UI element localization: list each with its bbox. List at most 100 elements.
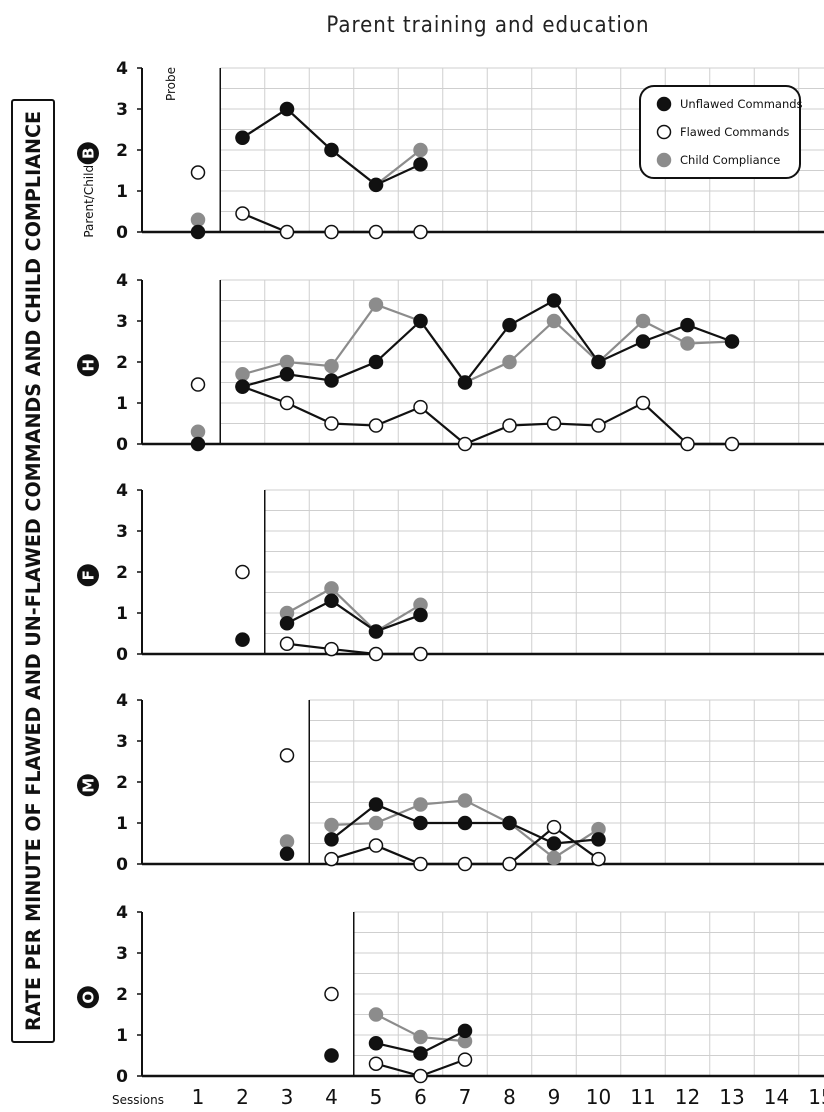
- data-point: [279, 748, 295, 763]
- data-point: [324, 1048, 339, 1063]
- data-point: [190, 224, 206, 240]
- x-tick-label: 14: [764, 1085, 789, 1109]
- legend: Unflawed Commands Flawed Commands Child Co…: [639, 85, 803, 179]
- y-tick-label: 0: [116, 223, 128, 243]
- data-point: [368, 354, 384, 370]
- x-tick-label: 11: [630, 1085, 655, 1109]
- data-point: [546, 313, 562, 329]
- data-point: [457, 856, 473, 872]
- data-point: [324, 224, 339, 240]
- panel-M: 0 1 2 3 4 M: [77, 691, 824, 875]
- series-line: [286, 587, 422, 633]
- legend-box: [639, 85, 801, 179]
- y-tick-label: 4: [116, 59, 128, 79]
- data-point: [324, 986, 339, 1002]
- x-tick-label: 4: [325, 1085, 338, 1109]
- data-point: [502, 418, 517, 433]
- data-point: [413, 815, 428, 831]
- data-point: [413, 157, 428, 172]
- data-point: [190, 377, 206, 392]
- data-point: [413, 1068, 428, 1084]
- data-point: [368, 624, 384, 639]
- data-point: [680, 436, 695, 452]
- data-point: [546, 293, 562, 308]
- y-tick-label: 0: [116, 855, 128, 875]
- data-point: [502, 317, 517, 333]
- participant-badge: [77, 354, 99, 377]
- data-point: [591, 851, 606, 867]
- x-tick-label: 8: [503, 1085, 516, 1109]
- data-point: [324, 142, 339, 158]
- data-point: [368, 1035, 384, 1051]
- x-tick-label: 7: [459, 1085, 472, 1109]
- data-point: [279, 101, 295, 117]
- y-tick-label: 0: [116, 645, 128, 665]
- ylabel-box: [11, 99, 55, 1043]
- legend-label: Flawed Commands: [680, 125, 789, 139]
- y-tick-label: 4: [116, 691, 128, 711]
- x-tick-label: 9: [548, 1085, 561, 1109]
- data-point: [279, 354, 295, 370]
- data-point: [324, 581, 339, 596]
- data-point: [235, 367, 250, 382]
- x-tick-label: 5: [370, 1085, 383, 1109]
- data-point: [635, 395, 651, 411]
- panel-F: 0 1 2 3 4 F: [77, 481, 824, 665]
- y-tick-label: 4: [116, 481, 128, 501]
- data-point: [368, 646, 384, 662]
- data-point: [591, 832, 606, 847]
- data-point: [324, 358, 339, 374]
- y-tick-label: 2: [116, 985, 128, 1005]
- data-point: [635, 313, 651, 329]
- data-point: [413, 646, 428, 662]
- legend-marker: [656, 152, 672, 168]
- data-point: [368, 1007, 384, 1022]
- x-tick-label: 13: [719, 1085, 744, 1109]
- data-point: [546, 819, 562, 835]
- y-tick-label: 4: [116, 903, 128, 923]
- data-point: [279, 636, 295, 651]
- data-point: [413, 607, 428, 623]
- x-tick-label: 1: [192, 1085, 205, 1109]
- data-point: [680, 317, 695, 333]
- x-axis: Sessions 123456789101112131415: [112, 1085, 824, 1109]
- data-point: [190, 436, 206, 452]
- y-tick-label: 2: [116, 773, 128, 793]
- data-point: [546, 416, 562, 431]
- y-tick-label: 3: [116, 522, 128, 542]
- y-tick-label: 0: [116, 435, 128, 455]
- x-tick-label: 15: [808, 1085, 824, 1109]
- data-point: [368, 177, 384, 193]
- data-point: [368, 797, 384, 812]
- data-point: [546, 836, 562, 851]
- y-axis-label: RATE PER MINUTE OF FLAWED AND UN-FLAWED …: [22, 111, 45, 1031]
- data-point: [324, 817, 339, 833]
- data-point: [368, 418, 384, 433]
- data-point: [190, 212, 206, 227]
- data-point: [324, 593, 339, 608]
- y-tick-label: 3: [116, 312, 128, 332]
- y-tick-label: 3: [116, 100, 128, 120]
- panel-O: 0 1 2 3 4 O: [77, 903, 824, 1087]
- data-point: [324, 373, 339, 388]
- data-point: [457, 793, 473, 808]
- participant-label: F: [80, 570, 98, 580]
- data-point: [457, 1052, 473, 1067]
- data-point: [279, 395, 295, 411]
- data-point: [235, 206, 250, 221]
- series-line: [286, 599, 421, 633]
- data-point: [235, 564, 250, 580]
- data-point: [413, 142, 428, 158]
- data-point: [413, 313, 428, 329]
- data-point: [413, 856, 428, 872]
- data-point: [324, 641, 339, 657]
- y-tick-label: 4: [116, 271, 128, 291]
- legend-label: Child Compliance: [680, 153, 780, 167]
- data-point: [635, 334, 651, 349]
- y-tick-label: 1: [116, 1026, 128, 1046]
- legend-marker: [656, 124, 672, 140]
- probe-label: Probe: [164, 67, 178, 101]
- legend-marker: [656, 96, 672, 112]
- data-point: [724, 334, 740, 349]
